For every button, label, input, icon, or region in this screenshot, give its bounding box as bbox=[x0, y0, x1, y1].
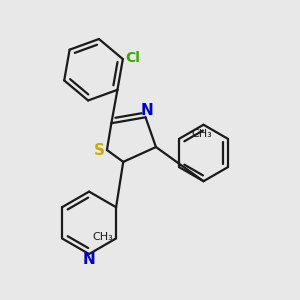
Text: Cl: Cl bbox=[125, 51, 140, 64]
Text: CH₃: CH₃ bbox=[192, 129, 212, 139]
Text: CH₃: CH₃ bbox=[92, 232, 113, 242]
Text: N: N bbox=[140, 103, 153, 118]
Text: N: N bbox=[83, 252, 95, 267]
Text: S: S bbox=[94, 142, 105, 158]
